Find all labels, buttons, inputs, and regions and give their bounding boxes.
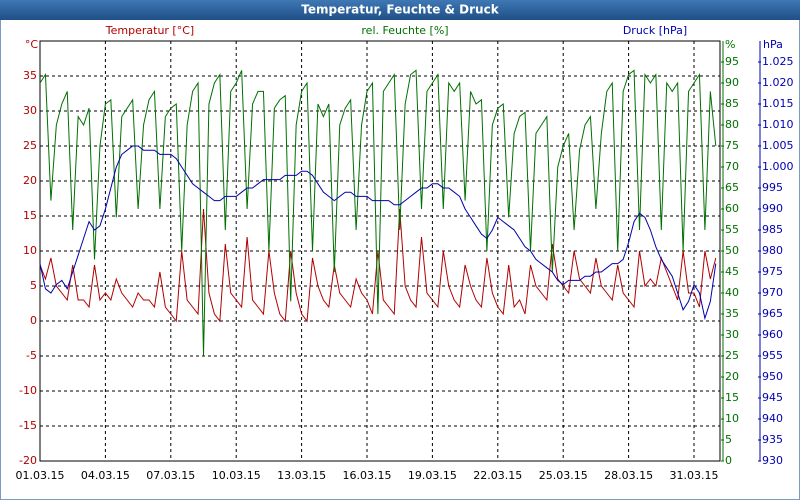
y3-tick-label: 1.025	[762, 55, 794, 68]
y3-tick-label: 1.000	[762, 160, 794, 173]
y3-tick-label: 1.020	[762, 76, 794, 89]
y-tick-label: 35	[23, 69, 37, 82]
y2-tick-label: 15	[725, 391, 739, 404]
y2-tick-label: 25	[725, 349, 739, 362]
x-tick-label: 01.03.15	[16, 469, 65, 482]
y3-tick-label: 935	[762, 433, 783, 446]
x-tick-label: 10.03.15	[212, 469, 261, 482]
y-tick-label: 25	[23, 139, 37, 152]
y-tick-label: -5	[26, 349, 37, 362]
y3-tick-label: 1.015	[762, 97, 794, 110]
y3-unit: hPa	[763, 38, 783, 51]
y2-tick-label: 75	[725, 139, 739, 152]
y3-tick-label: 930	[762, 454, 783, 467]
x-tick-label: 04.03.15	[81, 469, 130, 482]
y2-tick-label: 20	[725, 370, 739, 383]
y3-tick-label: 995	[762, 181, 783, 194]
y2-tick-label: 55	[725, 223, 739, 236]
y2-tick-label: 30	[725, 328, 739, 341]
y3-tick-label: 945	[762, 391, 783, 404]
legend-label: rel. Feuchte [%]	[361, 24, 448, 37]
y2-tick-label: 90	[725, 76, 739, 89]
y3-tick-label: 955	[762, 349, 783, 362]
y3-tick-label: 990	[762, 202, 783, 215]
chart-title: Temperatur, Feuchte & Druck	[301, 3, 499, 17]
y-tick-label: -10	[19, 384, 37, 397]
legend-label: Temperatur [°C]	[105, 24, 194, 37]
y3-tick-label: 1.005	[762, 139, 794, 152]
series-line	[39, 69, 717, 357]
x-tick-label: 19.03.15	[408, 469, 457, 482]
y3-tick-label: 1.010	[762, 118, 794, 131]
series-line	[39, 145, 717, 321]
y-tick-label: 0	[30, 314, 37, 327]
y2-tick-label: 60	[725, 202, 739, 215]
y3-tick-label: 960	[762, 328, 783, 341]
y3-tick-label: 950	[762, 370, 783, 383]
y2-tick-label: 50	[725, 244, 739, 257]
y2-tick-label: 85	[725, 97, 739, 110]
y3-tick-label: 970	[762, 286, 783, 299]
y2-tick-label: 5	[725, 433, 732, 446]
y3-tick-label: 940	[762, 412, 783, 425]
y-unit: °C	[25, 38, 39, 51]
y2-tick-label: 65	[725, 181, 739, 194]
y2-tick-label: 10	[725, 412, 739, 425]
y-tick-label: 30	[23, 104, 37, 117]
x-tick-label: 07.03.15	[146, 469, 195, 482]
y3-tick-label: 980	[762, 244, 783, 257]
y-tick-label: 20	[23, 174, 37, 187]
x-tick-label: 16.03.15	[343, 469, 392, 482]
y-tick-label: -20	[19, 454, 37, 467]
y2-tick-label: 70	[725, 160, 739, 173]
y3-tick-label: 985	[762, 223, 783, 236]
y2-tick-label: 0	[725, 454, 732, 467]
legend-label: Druck [hPa]	[623, 24, 687, 37]
x-tick-label: 31.03.15	[670, 469, 719, 482]
x-tick-label: 13.03.15	[277, 469, 326, 482]
series-line	[39, 208, 717, 323]
y3-tick-label: 965	[762, 307, 783, 320]
title-bar	[0, 0, 800, 20]
x-tick-label: 25.03.15	[539, 469, 588, 482]
y2-tick-label: 40	[725, 286, 739, 299]
y-tick-label: 5	[30, 279, 37, 292]
y2-tick-label: 45	[725, 265, 739, 278]
y3-tick-label: 975	[762, 265, 783, 278]
y-tick-label: 10	[23, 244, 37, 257]
y-tick-label: 15	[23, 209, 37, 222]
x-tick-label: 22.03.15	[473, 469, 522, 482]
x-tick-label: 28.03.15	[604, 469, 653, 482]
y2-tick-label: 95	[725, 55, 739, 68]
y2-tick-label: 35	[725, 307, 739, 320]
y2-tick-label: 80	[725, 118, 739, 131]
y-tick-label: -15	[19, 419, 37, 432]
y2-unit: %	[725, 38, 735, 51]
